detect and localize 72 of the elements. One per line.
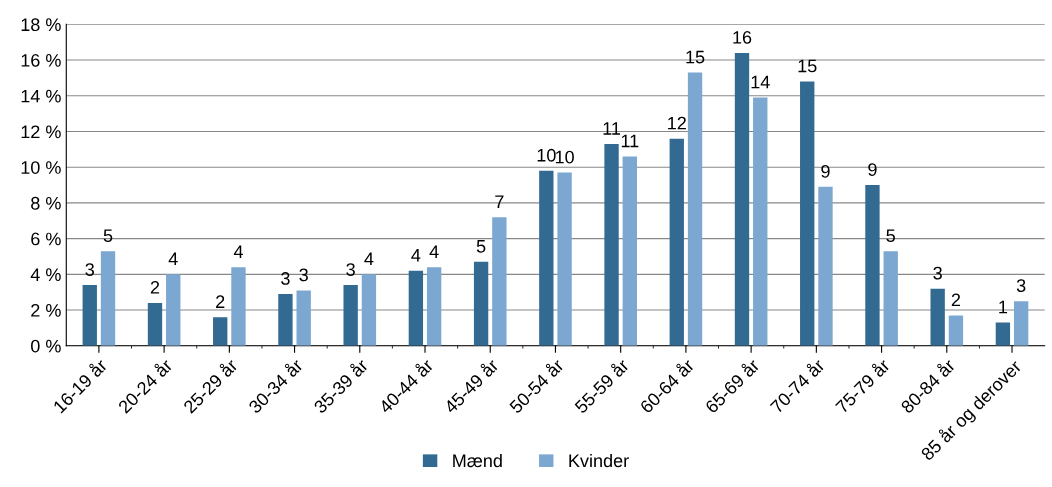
y-tick-label: 0 % [31,339,61,353]
data-label: 4 [168,252,178,266]
data-label: 3 [281,272,290,285]
bar [82,285,97,346]
y-tick-label: 6 % [31,232,61,246]
legend-label: Kvinder [569,453,629,468]
data-label: 10 [555,150,574,164]
bar [883,251,898,346]
y-tick-label: 10 % [21,161,61,174]
y-tick-label: 16 % [21,54,61,67]
data-label: 11 [621,134,639,148]
bar [473,261,489,346]
data-label: 15 [798,59,817,73]
data-label: 14 [751,75,770,89]
data-label: 11 [603,122,621,135]
data-label: 3 [933,266,942,280]
bar [818,186,833,346]
data-label: 9 [821,164,830,178]
y-tick-label: 18 % [21,18,61,32]
data-label: 10 [537,148,556,162]
bar [147,302,163,346]
data-label: 4 [429,245,439,258]
data-label: 2 [150,281,160,294]
bar [930,288,945,346]
data-label: 16 [733,31,752,44]
y-tick-label: 2 % [31,303,61,317]
bar [948,315,964,346]
data-label: 3 [299,268,308,282]
data-label: 5 [103,229,113,243]
bar [426,267,442,346]
data-label: 2 [951,293,961,307]
data-label: 4 [233,245,243,258]
bar [1013,301,1029,346]
data-label: 1 [999,300,1008,314]
bar [753,97,768,346]
bar [865,185,880,346]
bar [995,322,1011,346]
data-label: 4 [364,252,374,266]
y-tick-label: 4 % [30,268,61,281]
bar [492,217,507,346]
data-label: 15 [686,50,705,64]
legend-label: Mænd [453,453,502,468]
data-label: 12 [668,116,686,130]
bar [669,138,684,346]
bar [734,52,750,346]
data-label: 9 [868,163,877,176]
data-label: 4 [411,249,421,262]
bar [361,274,377,346]
y-tick-label: 12 % [21,125,61,139]
data-label: 3 [346,263,355,276]
bar [622,156,637,346]
data-label: 5 [886,229,895,243]
data-label: 7 [495,195,504,208]
bar [343,285,358,346]
data-label: 2 [216,295,225,308]
bar [296,290,311,346]
bar [557,172,572,346]
bar [278,293,293,346]
data-label: 3 [1016,279,1026,292]
bar [687,72,703,346]
bar [166,274,181,346]
bar [604,143,619,346]
bar [408,270,424,346]
bar [231,267,246,346]
bar [213,317,228,346]
y-tick-label: 14 % [21,89,61,103]
bar [100,251,116,346]
bar [800,81,815,346]
y-tick-label: 8 % [31,196,61,210]
bar [539,170,554,346]
data-label: 5 [476,240,486,253]
data-label: 3 [85,263,94,276]
